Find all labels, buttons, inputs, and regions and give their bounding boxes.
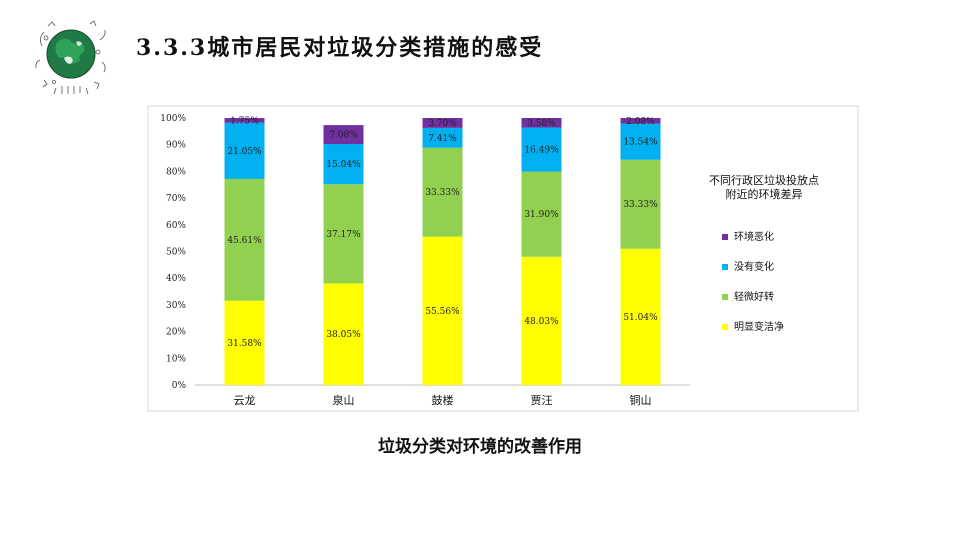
- bar-segment: [521, 127, 562, 172]
- y-tick-label: 90%: [166, 141, 186, 151]
- y-tick-label: 0%: [172, 381, 187, 391]
- bar-segment: [422, 236, 463, 385]
- bar-segment: [422, 118, 463, 128]
- bar-data-label: 7.41%: [428, 134, 457, 144]
- bar-segment: [521, 256, 562, 385]
- bar-segment: [620, 159, 661, 249]
- bar-data-label: 3.70%: [428, 119, 457, 129]
- bar-segment: [224, 118, 265, 123]
- bar-segment: [323, 125, 364, 145]
- bar-segment: [521, 118, 562, 128]
- bar-segment: [224, 178, 265, 301]
- bar-data-label: 55.56%: [425, 307, 460, 317]
- legend-title-line-1: 不同行政区垃圾投放点: [709, 173, 819, 187]
- bar-segment: [224, 300, 265, 385]
- bar-data-label: 37.17%: [326, 230, 361, 240]
- x-category-label: 铜山: [630, 393, 652, 407]
- x-category-label: 贾汪: [531, 394, 553, 407]
- legend-item-label: 环境恶化: [734, 230, 774, 243]
- bar-data-label: 33.33%: [623, 200, 658, 210]
- bar-data-label: 48.03%: [524, 317, 559, 327]
- bar-data-label: 15.04%: [326, 160, 361, 170]
- bar-data-label: 13.54%: [623, 138, 658, 148]
- bar-segment: [422, 127, 463, 148]
- bar-data-label: 38.05%: [326, 330, 361, 340]
- x-category-label: 鼓楼: [432, 393, 454, 407]
- bar-data-label: 2.08%: [626, 117, 655, 127]
- plot-area-frame: [147, 105, 859, 412]
- bar-data-label: 31.90%: [524, 210, 559, 220]
- legend-swatch: [722, 324, 728, 330]
- x-category-label: 云龙: [234, 394, 256, 407]
- y-tick-label: 50%: [166, 248, 186, 258]
- bar-segment: [323, 144, 364, 185]
- bar-segment: [422, 147, 463, 237]
- legend-title-line-2: 附近的环境差异: [726, 187, 803, 201]
- y-tick-label: 60%: [166, 221, 186, 231]
- page-title: 3.3.3城市居民对垃圾分类措施的感受: [136, 35, 544, 61]
- bar-segment: [323, 184, 364, 284]
- globe-logo-icon: [35, 20, 106, 95]
- y-tick-label: 40%: [166, 274, 186, 284]
- legend-swatch: [722, 294, 728, 300]
- y-tick-label: 30%: [166, 301, 186, 311]
- bar-data-label: 3.58%: [527, 119, 556, 129]
- legend-item-label: 轻微好转: [734, 290, 774, 303]
- legend-swatch: [722, 264, 728, 270]
- bar-data-label: 51.04%: [623, 313, 658, 323]
- y-tick-label: 20%: [166, 328, 186, 338]
- bar-segment: [323, 283, 364, 385]
- bar-segment: [620, 123, 661, 160]
- bar-data-label: 1.75%: [230, 116, 259, 126]
- bar-data-label: 45.61%: [227, 236, 262, 246]
- y-tick-label: 10%: [166, 354, 186, 364]
- y-tick-label: 80%: [166, 167, 186, 177]
- x-category-label: 泉山: [333, 393, 355, 407]
- bar-data-label: 21.05%: [227, 147, 262, 157]
- legend-item-label: 没有变化: [734, 260, 774, 273]
- bar-segment: [224, 122, 265, 179]
- bar-data-label: 31.58%: [227, 339, 262, 349]
- bar-data-label: 33.33%: [425, 188, 460, 198]
- legend-item-label: 明显变洁净: [734, 320, 784, 333]
- chart-caption: 垃圾分类对环境的改善作用: [378, 437, 582, 457]
- bar-segment: [620, 248, 661, 385]
- legend-swatch: [722, 234, 728, 240]
- y-tick-label: 100%: [160, 114, 186, 124]
- bar-segment: [521, 171, 562, 257]
- y-tick-label: 70%: [166, 194, 186, 204]
- bar-segment: [620, 118, 661, 124]
- bar-data-label: 16.49%: [524, 146, 559, 156]
- bar-data-label: 7.08%: [329, 131, 358, 141]
